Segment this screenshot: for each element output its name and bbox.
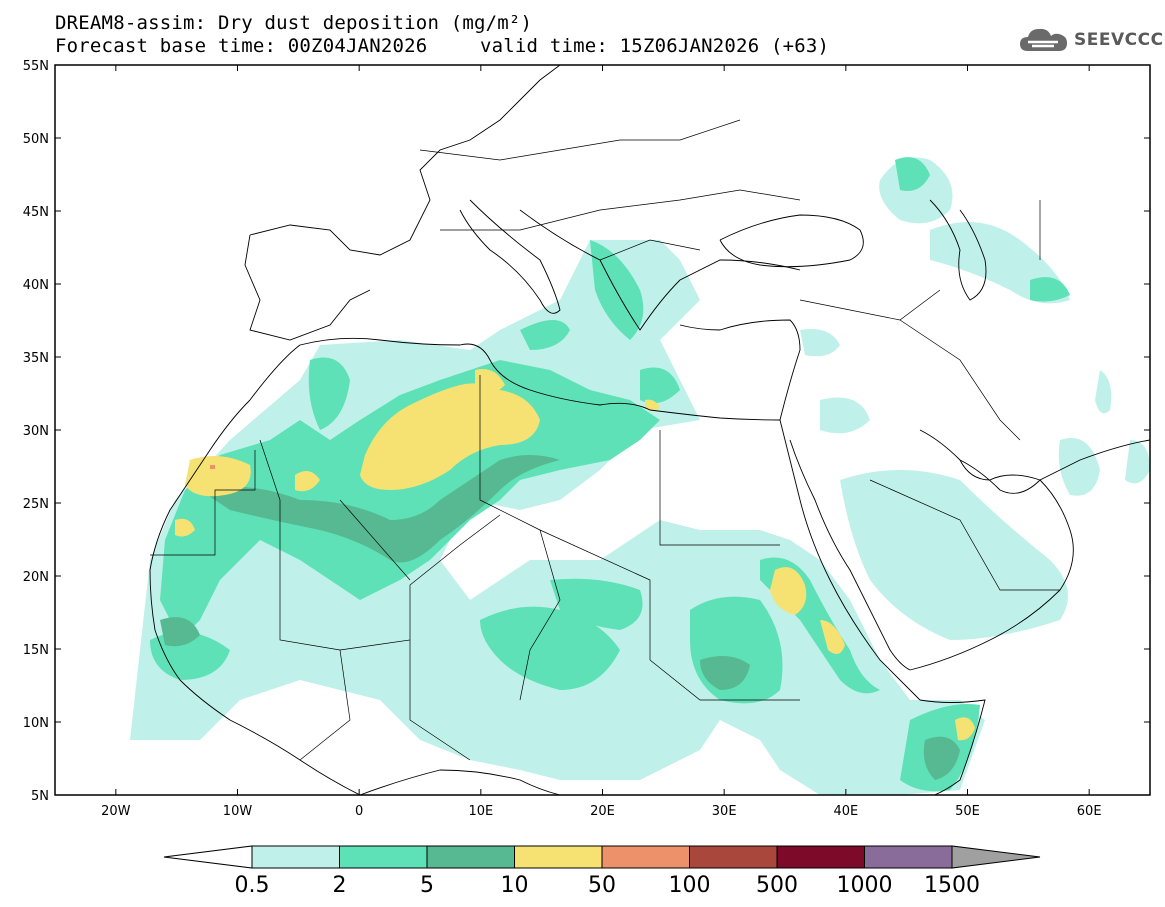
chart-title: DREAM8-assim: Dry dust deposition (mg/m²… <box>55 12 533 34</box>
lon-label: 50E <box>955 804 980 819</box>
lon-label: 20W <box>101 804 131 819</box>
country-borders <box>150 119 1060 761</box>
cloud-icon <box>1020 28 1067 51</box>
colorbar-label: 2 <box>333 873 347 898</box>
lat-label: 10N <box>23 716 49 731</box>
colorbar-label: 100 <box>669 873 711 898</box>
lat-label: 55N <box>23 59 49 74</box>
deposition-field <box>130 157 1150 795</box>
lat-label: 50N <box>23 132 49 147</box>
colorbar-segment <box>426 845 515 869</box>
colorbar-under-triangle <box>163 845 253 869</box>
colorbar: 0.5 2 5 10 50 100 500 1000 1500 <box>163 845 1041 898</box>
lat-label: 35N <box>23 351 49 366</box>
colorbar-label: 1000 <box>837 873 893 898</box>
colorbar-segment <box>514 845 603 869</box>
colorbar-over-triangle <box>951 845 1041 869</box>
colorbar-label: 1500 <box>924 873 980 898</box>
colorbar-label: 5 <box>420 873 434 898</box>
colorbar-label: 0.5 <box>235 873 270 898</box>
lon-label: 20E <box>590 804 615 819</box>
level-50-area <box>210 465 215 469</box>
lat-label: 5N <box>31 789 49 804</box>
lat-label: 45N <box>23 205 49 220</box>
lat-label: 15N <box>23 643 49 658</box>
latitude-axis: 55N 50N 45N 40N 35N 30N 25N 20N 15N 10N 5N <box>23 59 1150 804</box>
colorbar-segment <box>776 845 865 869</box>
logo-text: SEEVCCC <box>1074 30 1164 50</box>
colorbar-label: 10 <box>501 873 529 898</box>
lon-label: 30E <box>712 804 737 819</box>
seevccc-logo: SEEVCCC <box>1018 24 1164 56</box>
forecast-base-time: Forecast base time: 00Z04JAN2026 <box>55 35 428 57</box>
colorbar-segment <box>601 845 690 869</box>
lon-label: 0 <box>355 804 363 819</box>
coastlines <box>149 65 1150 795</box>
lat-label: 20N <box>23 570 49 585</box>
longitude-axis: 20W 10W 0 10E 20E 30E 40E 50E 60E <box>101 65 1102 819</box>
lat-label: 25N <box>23 497 49 512</box>
colorbar-label: 500 <box>756 873 798 898</box>
colorbar-segment <box>689 845 778 869</box>
lat-label: 40N <box>23 278 49 293</box>
lon-label: 10E <box>468 804 493 819</box>
lat-label: 30N <box>23 424 49 439</box>
level-5-area <box>160 455 960 780</box>
lon-label: 60E <box>1077 804 1102 819</box>
colorbar-label: 50 <box>588 873 616 898</box>
valid-time: valid time: 15Z06JAN2026 (+63) <box>480 35 830 57</box>
lon-label: 40E <box>833 804 858 819</box>
colorbar-segment <box>339 845 428 869</box>
level-10-area <box>175 369 975 741</box>
colorbar-segment <box>864 845 953 869</box>
colorbar-segment <box>251 845 340 869</box>
lon-label: 10W <box>223 804 253 819</box>
